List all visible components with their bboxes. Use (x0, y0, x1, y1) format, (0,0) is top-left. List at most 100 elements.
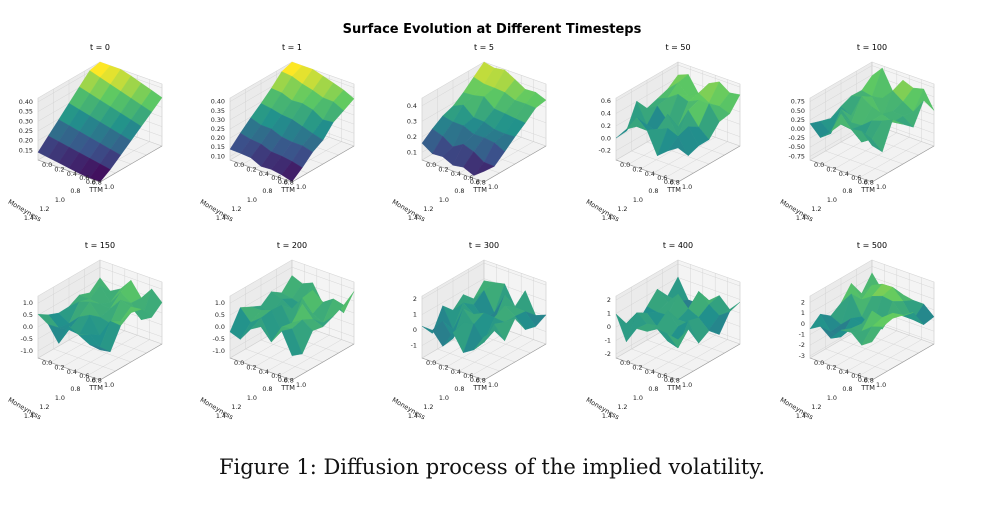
z-tick-label: -1.0 (213, 347, 225, 355)
y-tick-label: 0.8 (670, 179, 680, 187)
surface (37, 277, 163, 353)
y-tick-label: 0.2 (632, 363, 642, 371)
x-tick-label: 1.0 (55, 394, 65, 402)
surface (809, 272, 935, 346)
y-gridline (267, 273, 330, 372)
axis-edge (615, 145, 741, 183)
surface-face (281, 161, 303, 182)
subplot-grid: t = 00.60.81.01.21.40.00.20.40.60.81.00.… (7, 43, 935, 422)
y-axis-label: TTM (666, 186, 681, 194)
x-tick-label: 0.6 (470, 376, 480, 384)
y-tick-label: 0.2 (54, 363, 64, 371)
y-axis-label: TTM (860, 384, 875, 392)
x-tick-label: 0.8 (842, 385, 852, 393)
y-tick-label: 0.8 (92, 377, 102, 385)
y-tick-label: 0.2 (54, 165, 64, 173)
x-tick-label: 1.2 (231, 205, 241, 213)
axis-edge (421, 343, 547, 381)
y-tick-label: 0.0 (620, 359, 630, 367)
x-tick-label: 0.8 (454, 385, 464, 393)
x-tick-label: 1.4 (796, 412, 806, 420)
x-tick-label: 0.8 (70, 187, 80, 195)
y-axis-label: TTM (472, 384, 487, 392)
y-tick-label: 1.0 (488, 183, 498, 191)
x-tick-label: 1.0 (633, 196, 643, 204)
z-tick-label: 0.5 (23, 311, 33, 319)
y-tick-label: 1.0 (104, 381, 114, 389)
z-tick-label: 0.4 (601, 110, 611, 118)
y-tick-label: 0.0 (620, 161, 630, 169)
y-axis-label: TTM (88, 186, 103, 194)
z-tick-label: -1 (799, 331, 805, 339)
z-tick-label: 0.2 (601, 122, 611, 130)
subplot-7: t = 2000.60.81.01.21.40.00.20.40.60.81.0… (199, 241, 355, 422)
subplot-title: t = 500 (857, 241, 887, 250)
z-tick-label: 1.0 (215, 299, 225, 307)
x-tick-label: 1.4 (216, 214, 226, 222)
subplot-title: t = 50 (665, 43, 690, 52)
x-tick-label: 1.0 (439, 394, 449, 402)
subplot-6: t = 1500.60.81.01.21.40.00.20.40.60.81.0… (7, 241, 163, 422)
x-tick-label: 0.6 (664, 376, 674, 384)
axis-edge (37, 343, 163, 381)
x-tick-label: 0.6 (858, 178, 868, 186)
y-gridline (653, 273, 716, 372)
x-tick-label: 1.2 (811, 403, 821, 411)
y-tick-label: 0.6 (79, 174, 89, 182)
y-tick-label: 0.6 (657, 174, 667, 182)
y-tick-label: 0.4 (259, 368, 269, 376)
y-tick-label: 0.0 (814, 161, 824, 169)
y-tick-label: 0.2 (826, 165, 836, 173)
z-tick-label: 0.25 (19, 127, 33, 135)
subplot-10: t = 5000.60.81.01.21.40.00.20.40.60.81.0… (779, 241, 935, 422)
subplot-3: t = 50.60.81.01.21.40.00.20.40.60.81.00.… (391, 43, 547, 224)
y-tick-label: 0.0 (426, 161, 436, 169)
y-tick-label: 0.8 (476, 179, 486, 187)
z-tick-label: 0.20 (19, 137, 33, 145)
y-tick-label: 0.4 (451, 368, 461, 376)
y-tick-label: 0.8 (670, 377, 680, 385)
x-tick-label: 1.2 (423, 403, 433, 411)
figure-caption: Figure 1: Diffusion process of the impli… (219, 455, 765, 479)
y-gridline (459, 273, 522, 372)
y-tick-label: 0.4 (839, 368, 849, 376)
z-tick-label: -0.5 (213, 335, 225, 343)
y-tick-label: 1.0 (296, 183, 306, 191)
subplot-1: t = 00.60.81.01.21.40.00.20.40.60.81.00.… (7, 43, 163, 224)
subplot-2: t = 10.60.81.01.21.40.00.20.40.60.81.00.… (199, 43, 355, 224)
y-gridline (834, 268, 897, 367)
y-tick-label: 0.6 (657, 372, 667, 380)
z-tick-label: 0.00 (791, 125, 805, 133)
x-tick-label: 1.2 (39, 403, 49, 411)
z-tick-label: 0.15 (19, 146, 33, 154)
x-tick-label: 1.0 (827, 394, 837, 402)
subplot-4: t = 500.60.81.01.21.40.00.20.40.60.81.0-… (585, 43, 741, 224)
x-tick-label: 0.8 (454, 187, 464, 195)
subplot-title: t = 400 (663, 241, 693, 250)
x-tick-label: 1.0 (827, 196, 837, 204)
y-axis-label: TTM (666, 384, 681, 392)
z-tick-label: 0.3 (407, 117, 417, 125)
x-tick-label: 1.4 (408, 412, 418, 420)
y-tick-label: 0.4 (645, 170, 655, 178)
x-tick-label: 1.4 (24, 214, 34, 222)
y-axis-label: TTM (88, 384, 103, 392)
subplot-9: t = 4000.60.81.01.21.40.00.20.40.60.81.0… (585, 241, 741, 422)
z-tick-label: 1 (801, 309, 805, 317)
y-gridline (859, 277, 922, 376)
z-tick-label: -0.25 (788, 134, 805, 142)
y-tick-label: 0.2 (438, 165, 448, 173)
z-tick-label: 0.25 (211, 125, 225, 133)
subplot-5: t = 1000.60.81.01.21.40.00.20.40.60.81.0… (779, 43, 935, 224)
z-tick-label: 0.5 (215, 311, 225, 319)
y-tick-label: 0.2 (438, 363, 448, 371)
z-tick-label: 0.0 (215, 323, 225, 331)
x-tick-label: 1.0 (633, 394, 643, 402)
y-tick-label: 0.6 (463, 372, 473, 380)
axis-edge (37, 145, 163, 183)
axis-edge (615, 343, 741, 381)
y-gridline (665, 277, 728, 376)
y-tick-label: 0.0 (426, 359, 436, 367)
z-tick-label: 0.20 (211, 134, 225, 142)
